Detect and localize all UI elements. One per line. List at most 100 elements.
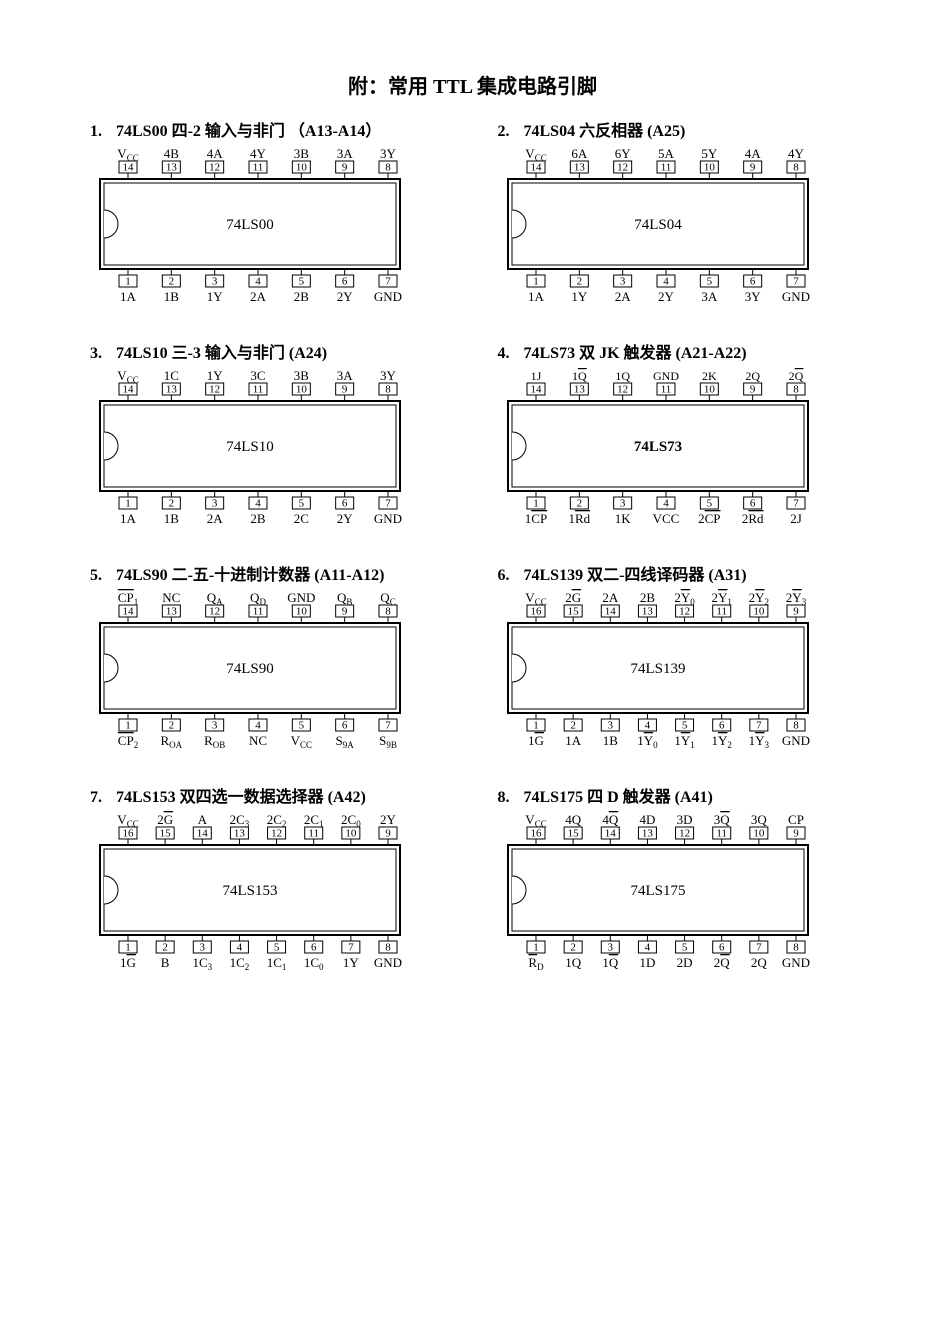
svg-text:11: 11 bbox=[660, 384, 671, 396]
chip-cell: 8. 74LS175 四 D 触发器 (A41) 74LS17516VCC 15… bbox=[498, 783, 856, 975]
svg-text:2Q: 2Q bbox=[750, 955, 767, 970]
svg-text:4Y: 4Y bbox=[788, 146, 805, 161]
svg-text:11: 11 bbox=[253, 162, 264, 174]
svg-text:2A: 2A bbox=[207, 511, 224, 526]
svg-text:14: 14 bbox=[123, 606, 135, 618]
chip-name-heading: 74LS153 双四选一数据选择器 bbox=[116, 789, 324, 806]
svg-text:ROB: ROB bbox=[204, 733, 225, 750]
svg-text:3: 3 bbox=[212, 498, 218, 510]
svg-text:11: 11 bbox=[716, 606, 727, 618]
svg-text:2K: 2K bbox=[701, 369, 716, 383]
svg-text:CP: CP bbox=[788, 812, 804, 827]
svg-text:2Rd: 2Rd bbox=[741, 511, 763, 526]
svg-text:1Q: 1Q bbox=[615, 369, 630, 383]
chip-heading: 5. 74LS90 二-五-十进制计数器 (A11-A12) bbox=[90, 561, 448, 585]
svg-text:2C: 2C bbox=[294, 511, 309, 526]
chip-name-heading: 74LS175 四 D 触发器 bbox=[524, 789, 671, 806]
chip-cell: 2. 74LS04 六反相器 (A25) 74LS0414VCC 136A126… bbox=[498, 117, 856, 309]
svg-text:QB: QB bbox=[337, 590, 352, 607]
svg-text:1Y1: 1Y1 bbox=[674, 733, 694, 750]
svg-text:1A: 1A bbox=[565, 733, 582, 748]
svg-text:14: 14 bbox=[604, 828, 616, 840]
svg-text:2G: 2G bbox=[565, 590, 581, 605]
svg-text:1J: 1J bbox=[530, 369, 541, 383]
svg-text:7: 7 bbox=[793, 276, 799, 288]
svg-text:2Q: 2Q bbox=[788, 369, 803, 383]
chip-grid: 1. 74LS00 四-2 输入与非门 （A13-A14） 74LS0014VC… bbox=[90, 117, 855, 975]
chip-heading: 7. 74LS153 双四选一数据选择器 (A42) bbox=[90, 783, 448, 807]
svg-text:8: 8 bbox=[385, 942, 391, 954]
svg-text:1A: 1A bbox=[528, 289, 545, 304]
svg-text:2A: 2A bbox=[250, 289, 267, 304]
svg-text:6: 6 bbox=[749, 276, 755, 288]
svg-text:VCC: VCC bbox=[525, 812, 546, 829]
svg-text:GND: GND bbox=[781, 733, 809, 748]
svg-text:GND: GND bbox=[287, 590, 315, 605]
svg-text:3: 3 bbox=[607, 720, 613, 732]
svg-text:14: 14 bbox=[530, 162, 542, 174]
svg-text:8: 8 bbox=[385, 384, 391, 396]
svg-text:13: 13 bbox=[573, 384, 585, 396]
svg-text:5: 5 bbox=[706, 276, 712, 288]
svg-text:8: 8 bbox=[385, 162, 391, 174]
svg-text:10: 10 bbox=[296, 384, 308, 396]
svg-text:9: 9 bbox=[793, 828, 799, 840]
svg-text:S9B: S9B bbox=[379, 733, 397, 750]
svg-text:1A: 1A bbox=[120, 289, 137, 304]
chip-index: 4. bbox=[498, 345, 520, 363]
svg-text:GND: GND bbox=[374, 955, 402, 970]
svg-text:4Y: 4Y bbox=[250, 146, 267, 161]
svg-text:16: 16 bbox=[530, 828, 542, 840]
svg-text:1Y: 1Y bbox=[207, 368, 224, 383]
svg-text:1B: 1B bbox=[164, 289, 180, 304]
svg-text:4: 4 bbox=[255, 276, 261, 288]
svg-text:1C3: 1C3 bbox=[192, 955, 212, 972]
chip-name-heading: 74LS139 双二-四线译码器 bbox=[524, 567, 705, 584]
svg-text:13: 13 bbox=[573, 162, 585, 174]
svg-text:12: 12 bbox=[209, 162, 220, 174]
svg-text:11: 11 bbox=[660, 162, 671, 174]
svg-text:4Q: 4Q bbox=[565, 812, 582, 827]
svg-text:VCC: VCC bbox=[117, 368, 138, 385]
svg-text:7: 7 bbox=[348, 942, 354, 954]
svg-text:74LS90: 74LS90 bbox=[226, 661, 274, 677]
svg-text:10: 10 bbox=[753, 828, 765, 840]
svg-text:6: 6 bbox=[718, 720, 724, 732]
svg-text:2Y0: 2Y0 bbox=[674, 590, 695, 607]
svg-text:13: 13 bbox=[641, 828, 653, 840]
svg-text:12: 12 bbox=[271, 828, 282, 840]
svg-text:8: 8 bbox=[793, 384, 799, 396]
svg-text:12: 12 bbox=[679, 606, 690, 618]
svg-text:1: 1 bbox=[533, 498, 539, 510]
svg-text:7: 7 bbox=[756, 720, 762, 732]
svg-text:1CP: 1CP bbox=[524, 511, 546, 526]
svg-text:14: 14 bbox=[197, 828, 209, 840]
svg-text:10: 10 bbox=[703, 162, 715, 174]
svg-text:12: 12 bbox=[617, 384, 628, 396]
chip-index: 5. bbox=[90, 567, 112, 585]
svg-text:2: 2 bbox=[169, 720, 175, 732]
page-title: 附：常用 TTL 集成电路引脚 bbox=[90, 70, 855, 99]
svg-text:4A: 4A bbox=[744, 146, 761, 161]
svg-text:14: 14 bbox=[123, 162, 135, 174]
svg-text:12: 12 bbox=[617, 162, 628, 174]
svg-text:2: 2 bbox=[162, 942, 168, 954]
chip-index: 1. bbox=[90, 123, 112, 141]
svg-text:3: 3 bbox=[212, 720, 218, 732]
svg-text:3A: 3A bbox=[701, 289, 718, 304]
chip-heading: 2. 74LS04 六反相器 (A25) bbox=[498, 117, 856, 141]
svg-text:11: 11 bbox=[253, 384, 264, 396]
svg-text:3A: 3A bbox=[337, 368, 354, 383]
svg-text:2Y: 2Y bbox=[337, 289, 354, 304]
svg-text:7: 7 bbox=[793, 498, 799, 510]
svg-text:9: 9 bbox=[749, 162, 755, 174]
chip-name-heading: 74LS73 双 JK 触发器 bbox=[524, 345, 672, 362]
svg-text:5: 5 bbox=[681, 720, 687, 732]
svg-text:NC: NC bbox=[249, 733, 267, 748]
svg-text:2B: 2B bbox=[294, 289, 310, 304]
svg-text:GND: GND bbox=[374, 511, 402, 526]
chip-cell: 3. 74LS10 三-3 输入与非门 (A24) 74LS1014VCC 13… bbox=[90, 339, 448, 531]
svg-text:1Q: 1Q bbox=[602, 955, 619, 970]
svg-text:16: 16 bbox=[530, 606, 542, 618]
svg-text:2A: 2A bbox=[602, 590, 619, 605]
